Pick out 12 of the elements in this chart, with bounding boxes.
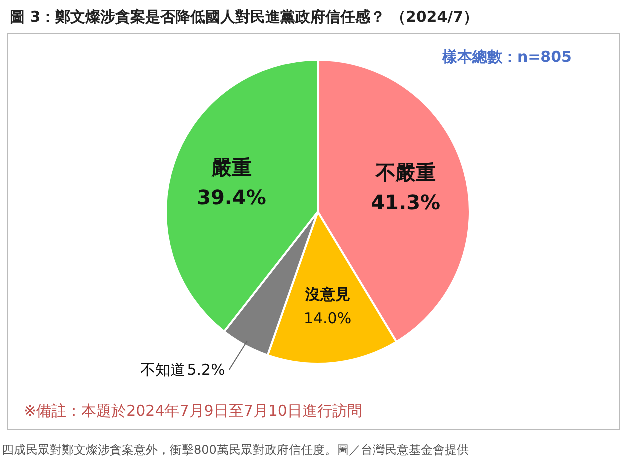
- data-label: 14.0%: [304, 310, 352, 328]
- chart-title: 圖 3：鄭文燦涉貪案是否降低國人對民進黨政府信任感？ （2024/7）: [10, 8, 479, 26]
- data-label: 39.4%: [197, 185, 266, 210]
- slice-label: 沒意見: [304, 286, 350, 304]
- text: ※備註：本題於2024年7月9日至7月10日進行訪問: [24, 402, 362, 420]
- text: 樣本總數：n=805: [441, 48, 572, 66]
- slice-label: 不嚴重: [374, 160, 436, 184]
- text: 四成民眾對鄭文燦涉貪案意外，衝擊800萬民眾對政府信任度。圖／台灣民意基金會提供: [2, 443, 469, 457]
- data-label: 41.3%: [371, 190, 441, 214]
- slice-label: 不知道: [140, 360, 186, 379]
- slice-label: 嚴重: [210, 155, 252, 180]
- data-label: 5.2%: [187, 360, 226, 379]
